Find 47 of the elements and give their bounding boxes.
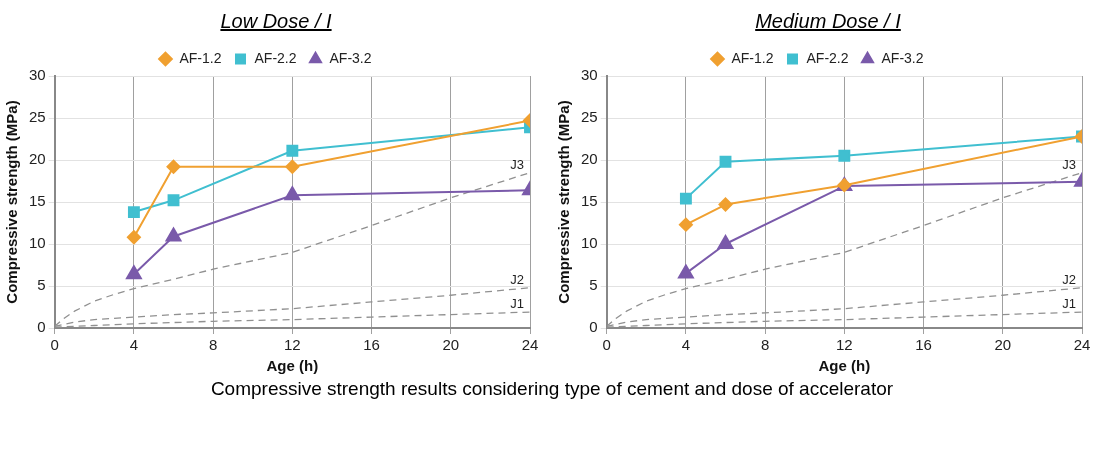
y-tick-label: 15 xyxy=(29,192,46,210)
x-tick-label: 20 xyxy=(442,336,460,354)
series-label: J2 xyxy=(510,271,524,287)
y-axis-title: Compressive strength (MPa) xyxy=(3,100,21,304)
x-tick-label: 8 xyxy=(760,336,770,354)
x-tick-label: 8 xyxy=(208,336,218,354)
x-tick-label: 0 xyxy=(50,336,59,354)
legend-label: AF-1.2 xyxy=(179,49,222,66)
y-tick-label: 10 xyxy=(29,234,46,252)
legend-label: AF-3.2 xyxy=(881,49,924,66)
chart-title: Low Dose / I xyxy=(219,9,333,34)
series-label: J2 xyxy=(1062,271,1076,287)
legend-label: AF-2.2 xyxy=(254,49,297,66)
x-tick-label: 12 xyxy=(836,336,853,354)
y-tick-label: 10 xyxy=(581,234,598,252)
y-axis-title: Compressive strength (MPa) xyxy=(555,100,573,304)
x-tick-label: 16 xyxy=(915,336,932,354)
series-label: J1 xyxy=(1062,296,1076,312)
y-tick-label: 20 xyxy=(29,150,46,168)
x-tick-label: 24 xyxy=(1073,336,1091,354)
y-tick-label: 30 xyxy=(581,66,598,84)
y-tick-label: 20 xyxy=(581,150,598,168)
y-tick-label: 25 xyxy=(581,108,598,126)
y-tick-label: 25 xyxy=(29,108,46,126)
text: Compressive strength results considering type of cement and dose of accelerator xyxy=(209,378,895,400)
series-label: J3 xyxy=(510,156,524,172)
x-tick-label: 16 xyxy=(363,336,380,354)
x-tick-label: 24 xyxy=(521,336,539,354)
x-tick-label: 4 xyxy=(681,336,691,354)
legend-label: AF-2.2 xyxy=(806,49,849,66)
series-label: J1 xyxy=(510,296,524,312)
series-label: J3 xyxy=(1062,156,1076,172)
legend-label: AF-1.2 xyxy=(731,49,774,66)
y-tick-label: 30 xyxy=(29,66,46,84)
x-tick-label: 12 xyxy=(284,336,301,354)
y-tick-label: 15 xyxy=(581,192,598,210)
chart-title: Medium Dose / I xyxy=(754,9,902,34)
y-tick-label: 0 xyxy=(37,318,46,336)
y-tick-label: 0 xyxy=(589,318,598,336)
y-tick-label: 5 xyxy=(589,276,598,294)
x-tick-label: 4 xyxy=(129,336,139,354)
x-axis-title: Age (h) xyxy=(266,357,319,375)
legend-label: AF-3.2 xyxy=(329,49,372,66)
x-tick-label: 20 xyxy=(994,336,1012,354)
x-axis-title: Age (h) xyxy=(818,357,871,375)
y-tick-label: 5 xyxy=(37,276,46,294)
x-tick-label: 0 xyxy=(602,336,611,354)
